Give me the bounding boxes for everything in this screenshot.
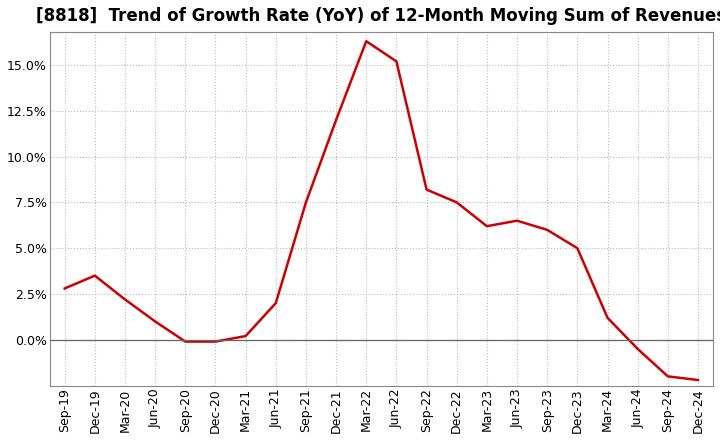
Title: [8818]  Trend of Growth Rate (YoY) of 12-Month Moving Sum of Revenues: [8818] Trend of Growth Rate (YoY) of 12-… [36,7,720,25]
